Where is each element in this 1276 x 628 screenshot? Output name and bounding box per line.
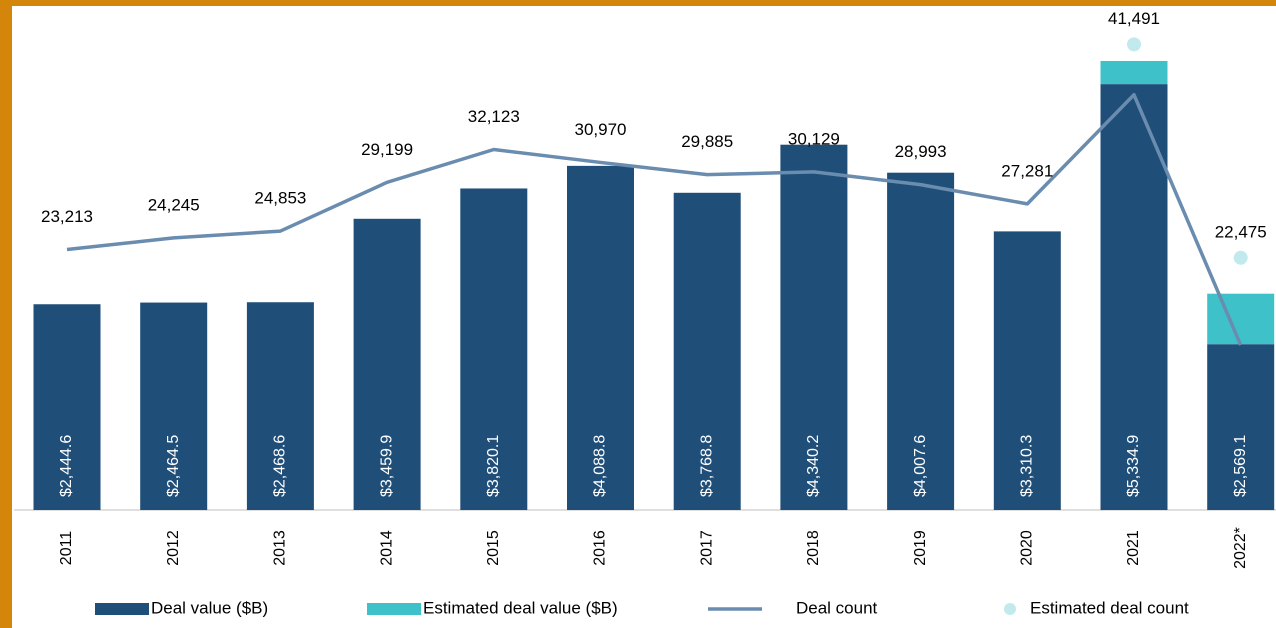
x-tick-label: 2019 bbox=[912, 530, 929, 566]
data-label: 27,281 bbox=[1001, 161, 1053, 180]
x-tick-label: 2018 bbox=[805, 530, 822, 566]
bar bbox=[140, 302, 208, 510]
data-label: 24,853 bbox=[254, 189, 306, 208]
bar-label: $2,569.1 bbox=[1232, 435, 1249, 497]
bar bbox=[1207, 293, 1275, 345]
legend-swatch bbox=[1004, 603, 1016, 615]
data-label: 41,491 bbox=[1108, 9, 1160, 28]
x-tick-label: 2011 bbox=[58, 531, 75, 566]
bar bbox=[567, 165, 634, 511]
bar-label: $2,444.6 bbox=[58, 435, 75, 497]
legend-swatch bbox=[367, 603, 421, 615]
x-tick-label: 2017 bbox=[698, 530, 715, 566]
x-tick-label: 2016 bbox=[592, 530, 609, 566]
bar bbox=[673, 192, 741, 510]
x-tick-label: 2014 bbox=[378, 530, 395, 566]
bar bbox=[33, 304, 101, 510]
point bbox=[1233, 250, 1248, 265]
bar bbox=[1100, 84, 1168, 510]
bar-label: $3,820.1 bbox=[485, 435, 502, 497]
legend-label: Estimated deal value ($B) bbox=[423, 598, 618, 617]
bar bbox=[246, 302, 314, 510]
bar bbox=[1100, 60, 1168, 85]
line bbox=[66, 93, 1243, 346]
bar bbox=[887, 172, 955, 510]
bar-label: $2,468.6 bbox=[272, 435, 289, 497]
data-label: 28,993 bbox=[895, 142, 947, 161]
frame-left bbox=[0, 0, 12, 628]
frame-top bbox=[0, 0, 1276, 6]
x-tick-label: 2022* bbox=[1232, 527, 1249, 569]
data-label: 29,885 bbox=[681, 132, 733, 151]
legend-swatch bbox=[95, 603, 149, 615]
data-label: 32,123 bbox=[468, 107, 520, 126]
x-tick-label: 2012 bbox=[165, 530, 182, 566]
x-tick-label: 2020 bbox=[1019, 530, 1036, 566]
bar bbox=[460, 188, 528, 510]
bar-label: $3,459.9 bbox=[378, 435, 395, 497]
legend-label: Estimated deal count bbox=[1030, 598, 1189, 617]
bar-label: $5,334.9 bbox=[1125, 435, 1142, 497]
data-label: 24,245 bbox=[148, 195, 200, 214]
point bbox=[1127, 37, 1141, 52]
bar-label: $4,007.6 bbox=[912, 435, 929, 497]
bar bbox=[993, 231, 1061, 510]
bar-label: $2,464.5 bbox=[165, 435, 182, 497]
legend-label: Deal count bbox=[796, 598, 878, 617]
bar bbox=[353, 218, 421, 510]
data-label: 29,199 bbox=[361, 140, 413, 159]
bar bbox=[780, 144, 848, 510]
x-tick-label: 2021 bbox=[1125, 530, 1142, 566]
bar-label: $4,340.2 bbox=[805, 435, 822, 497]
bar-label: $3,768.8 bbox=[698, 435, 715, 497]
x-tick-label: 2013 bbox=[272, 530, 289, 566]
data-label: 22,475 bbox=[1215, 222, 1267, 241]
bar-label: $4,088.8 bbox=[592, 435, 609, 497]
x-tick-label: 2015 bbox=[485, 530, 502, 566]
data-label: 30,129 bbox=[788, 129, 840, 148]
legend-label: Deal value ($B) bbox=[151, 598, 268, 617]
bar bbox=[1207, 344, 1275, 510]
bar-label: $3,310.3 bbox=[1019, 435, 1036, 497]
data-label: 23,213 bbox=[41, 207, 93, 226]
data-label: 30,970 bbox=[575, 120, 627, 139]
